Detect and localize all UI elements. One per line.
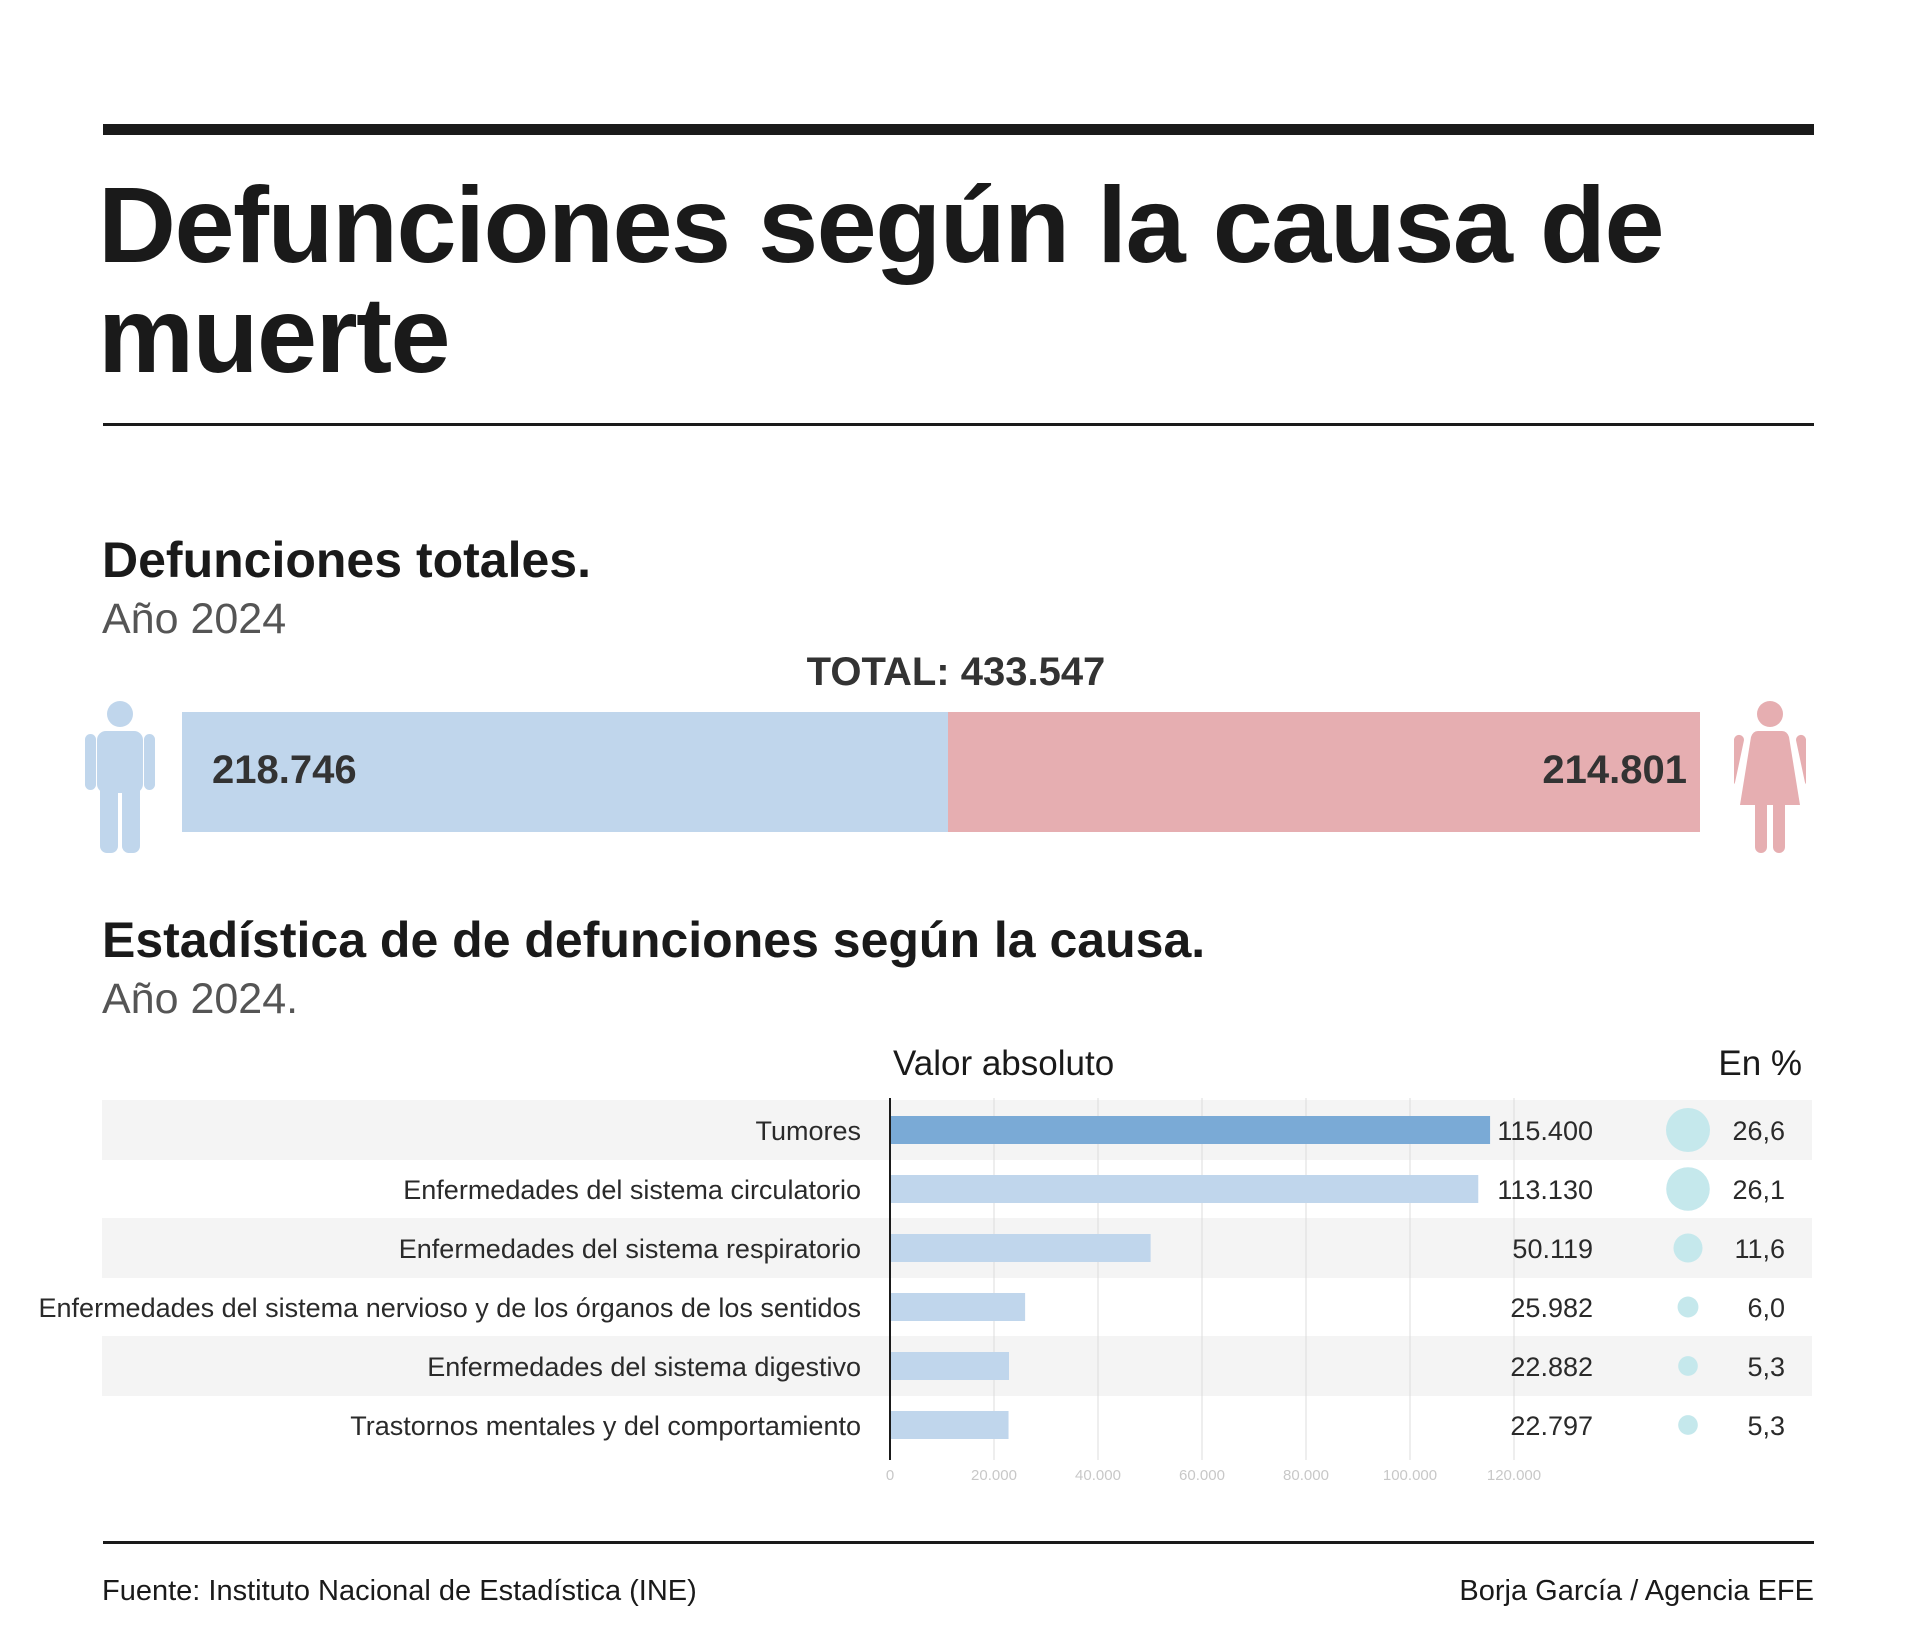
percent-label: 11,6 bbox=[1734, 1234, 1785, 1264]
percent-label: 26,6 bbox=[1732, 1116, 1785, 1146]
male-figure-icon bbox=[85, 701, 155, 853]
bar bbox=[890, 1175, 1479, 1203]
value-label: 115.400 bbox=[1497, 1116, 1593, 1146]
percent-bubble bbox=[1677, 1296, 1699, 1318]
x-tick-label: 0 bbox=[886, 1467, 894, 1484]
column-header-absolute: Valor absoluto bbox=[893, 1044, 1114, 1083]
category-label: Enfermedades del sistema digestivo bbox=[427, 1352, 861, 1382]
percent-bubble bbox=[1678, 1415, 1698, 1435]
credit-note: Borja García / Agencia EFE bbox=[1459, 1575, 1814, 1607]
totals-section-title: Defunciones totales. bbox=[102, 532, 591, 588]
bar bbox=[890, 1234, 1151, 1262]
title-rule bbox=[103, 423, 1814, 426]
percent-bubble bbox=[1678, 1356, 1698, 1376]
women-total-value: 214.801 bbox=[1542, 748, 1687, 792]
x-tick-label: 60.000 bbox=[1179, 1467, 1225, 1484]
causes-chart: Valor absoluto En % 0 20.000 40.000 60.000 80.… bbox=[39, 1044, 1812, 1484]
causes-section-subtitle: Año 2024. bbox=[102, 975, 299, 1023]
percent-label: 6,0 bbox=[1747, 1293, 1785, 1323]
x-tick-label: 40.000 bbox=[1075, 1467, 1121, 1484]
column-header-percent: En % bbox=[1718, 1044, 1802, 1083]
x-tick-label: 120.000 bbox=[1487, 1467, 1541, 1484]
percent-bubble bbox=[1666, 1108, 1710, 1152]
bar bbox=[890, 1293, 1026, 1321]
bar bbox=[890, 1116, 1491, 1144]
percent-label: 5,3 bbox=[1747, 1411, 1785, 1441]
female-figure-icon bbox=[1734, 701, 1806, 853]
x-tick-label: 100.000 bbox=[1383, 1467, 1437, 1484]
percent-bubble bbox=[1666, 1167, 1710, 1211]
top-rule bbox=[103, 124, 1814, 135]
page-title: Defunciones según la causa de muerte bbox=[98, 164, 1665, 395]
percent-label: 5,3 bbox=[1747, 1352, 1785, 1382]
value-label: 50.119 bbox=[1512, 1234, 1593, 1264]
value-label: 25.982 bbox=[1510, 1293, 1593, 1323]
category-label: Trastornos mentales y del comportamiento bbox=[350, 1411, 861, 1441]
percent-label: 26,1 bbox=[1732, 1175, 1785, 1205]
category-label: Enfermedades del sistema respiratorio bbox=[399, 1234, 861, 1264]
percent-bubble bbox=[1673, 1233, 1703, 1263]
category-label: Tumores bbox=[755, 1116, 861, 1146]
value-label: 113.130 bbox=[1497, 1175, 1593, 1205]
bar bbox=[890, 1352, 1009, 1380]
x-tick-label: 80.000 bbox=[1283, 1467, 1329, 1484]
men-total-bar bbox=[182, 712, 948, 832]
totals-section-subtitle: Año 2024 bbox=[102, 595, 287, 643]
total-label: TOTAL: 433.547 bbox=[806, 650, 1106, 694]
women-total-bar bbox=[948, 712, 1700, 832]
value-label: 22.882 bbox=[1510, 1352, 1593, 1382]
source-note: Fuente: Instituto Nacional de Estadístic… bbox=[102, 1575, 697, 1607]
causes-section-title: Estadística de de defunciones según la c… bbox=[102, 912, 1206, 968]
category-label: Enfermedades del sistema nervioso y de l… bbox=[39, 1293, 861, 1323]
bottom-rule bbox=[103, 1541, 1814, 1544]
bar bbox=[890, 1411, 1009, 1439]
category-label: Enfermedades del sistema circulatorio bbox=[403, 1175, 861, 1205]
x-tick-label: 20.000 bbox=[971, 1467, 1017, 1484]
men-total-value: 218.746 bbox=[212, 748, 357, 792]
value-label: 22.797 bbox=[1510, 1411, 1593, 1441]
